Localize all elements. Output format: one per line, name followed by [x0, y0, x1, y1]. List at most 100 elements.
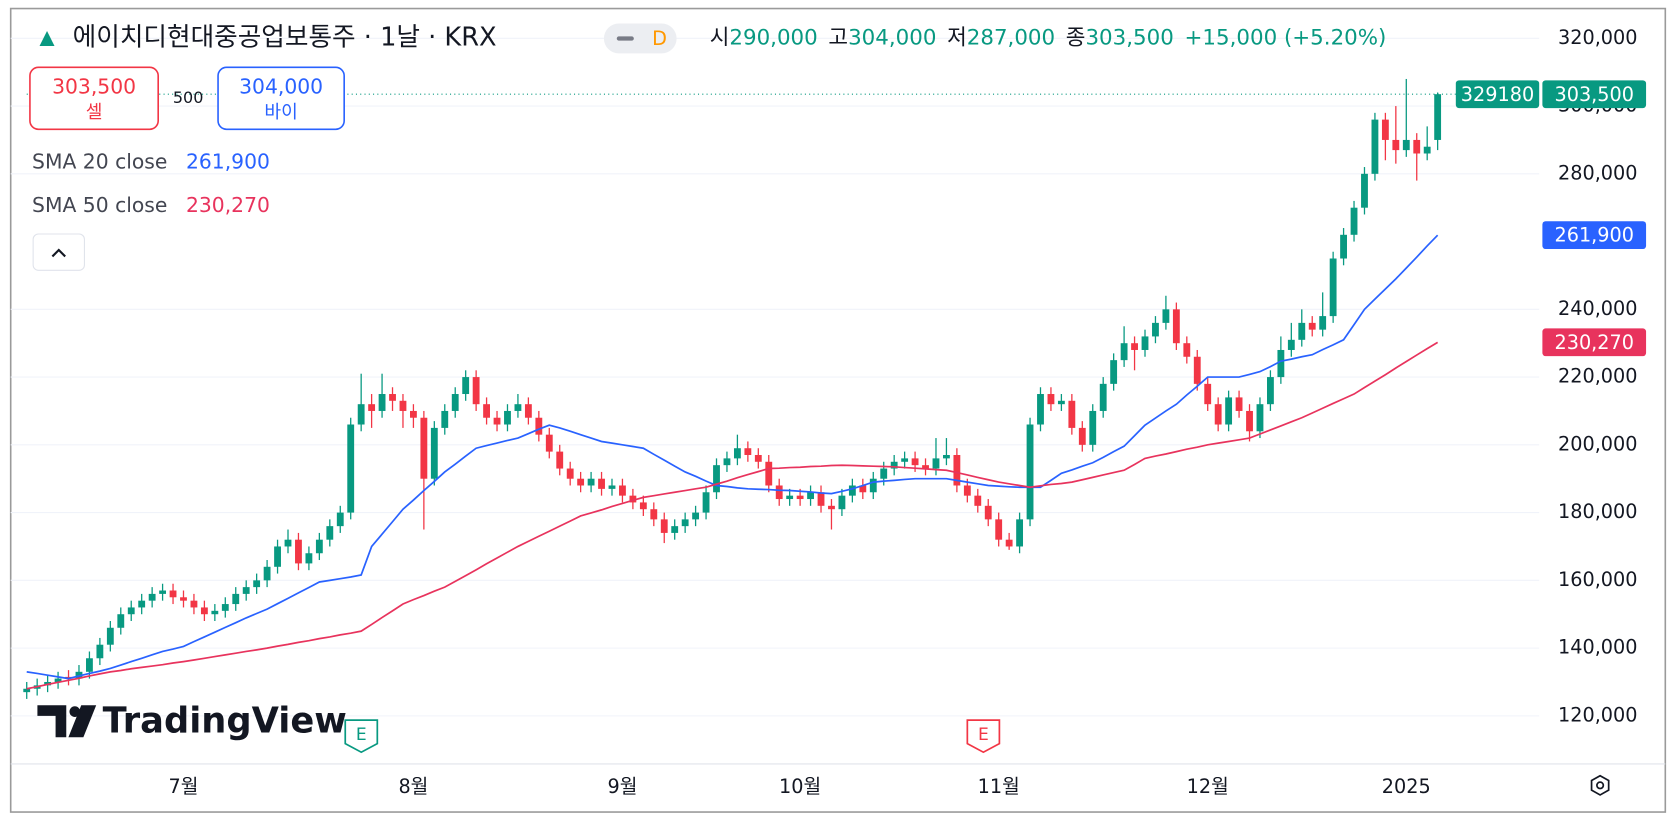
- candle-body: [880, 468, 888, 479]
- settings-icon[interactable]: [1590, 774, 1610, 796]
- candle-body: [1005, 539, 1013, 547]
- candle-body: [577, 478, 585, 486]
- candle-body: [284, 539, 292, 547]
- candle-body: [1120, 343, 1128, 361]
- candle-body: [639, 502, 647, 510]
- candle-body: [232, 593, 240, 605]
- candle-body: [1434, 94, 1442, 140]
- badge-dash: [616, 36, 634, 41]
- candle-body: [1350, 207, 1358, 235]
- logo-mark: [37, 705, 97, 738]
- candle-body: [1329, 258, 1337, 317]
- candle-body: [1016, 519, 1024, 547]
- candle-body: [890, 461, 898, 469]
- candle-body: [1183, 343, 1191, 357]
- candle-body: [1131, 343, 1138, 350]
- candle-body: [754, 454, 762, 462]
- candle-body: [681, 519, 689, 527]
- candle-body: [984, 505, 992, 520]
- candle-body: [96, 644, 104, 659]
- candle-body: [1047, 394, 1055, 405]
- y-tick-label: 140,000: [1558, 636, 1637, 659]
- candle-body: [1361, 173, 1368, 208]
- candle-body: [1423, 146, 1431, 154]
- plot-area: 120,000 140,000 160,000 180,000 200,000 220,0…: [10, 26, 1647, 798]
- candle-body: [566, 468, 574, 479]
- candle-body: [1214, 404, 1222, 425]
- candle-body: [859, 485, 867, 493]
- price-tag: [1542, 221, 1647, 250]
- collapse-button[interactable]: [32, 233, 85, 271]
- legend-name: SMA 20 close: [32, 149, 167, 173]
- candle-body: [796, 495, 804, 500]
- candle-body: [127, 607, 135, 615]
- y-tick-label: 240,000: [1558, 297, 1637, 320]
- candle-body: [1246, 410, 1253, 432]
- candle-body: [138, 600, 146, 608]
- earnings-label: E: [356, 725, 367, 745]
- ohlc-key: 종: [1066, 25, 1086, 50]
- candle-body: [1392, 139, 1400, 151]
- candle-body: [598, 478, 605, 489]
- ohlc-value: 290,000: [729, 25, 817, 50]
- candle-body: [504, 410, 511, 425]
- candle-body: [378, 394, 386, 411]
- price-tag-label: 303,500: [1554, 83, 1633, 106]
- sell-label: 셀: [86, 102, 103, 123]
- candle-body: [1026, 424, 1034, 520]
- candle-body: [901, 458, 909, 462]
- candle-body: [430, 427, 438, 479]
- candle-body: [1319, 316, 1327, 330]
- candle-body: [106, 627, 114, 645]
- buy-button[interactable]: [217, 66, 345, 131]
- x-tick-label: 11월: [978, 775, 1020, 798]
- candle-body: [1057, 400, 1065, 405]
- price-tag-label: 261,900: [1554, 224, 1633, 247]
- earnings-marker: [966, 719, 1001, 754]
- chart-title: 에이치디현대중공업보통주 · 1날 · KRX: [73, 22, 497, 52]
- candle-body: [263, 566, 271, 581]
- earnings-label: E: [978, 725, 989, 745]
- candle-body: [1256, 404, 1264, 432]
- candle-body: [514, 404, 522, 411]
- candle-body: [54, 678, 62, 682]
- candle-body: [765, 461, 773, 486]
- sma-line: [26, 341, 1439, 690]
- price-tag: [1542, 80, 1647, 109]
- candle-body: [1068, 400, 1076, 428]
- candle-body: [828, 505, 835, 510]
- legend-name: SMA 50 close: [32, 193, 167, 217]
- candle-body: [545, 434, 553, 452]
- badge[interactable]: [603, 23, 677, 54]
- candle-body: [1172, 309, 1180, 344]
- sell-button[interactable]: [29, 66, 159, 131]
- candle-body: [1340, 234, 1347, 259]
- chevron: [51, 248, 66, 258]
- y-tick-label: 200,000: [1558, 432, 1637, 455]
- candle-body: [974, 495, 982, 506]
- x-tick-label: 8월: [398, 775, 428, 798]
- logo-dot: [69, 706, 81, 717]
- candle-body: [368, 404, 376, 411]
- candle-body: [315, 539, 323, 554]
- candle-body: [180, 597, 187, 601]
- y-tick-label: 160,000: [1558, 568, 1637, 591]
- buy-price: 304,000: [239, 75, 323, 99]
- candle-body: [1204, 383, 1212, 405]
- candle-body: [159, 590, 167, 594]
- candle-body: [932, 458, 940, 469]
- y-tick-label: 280,000: [1558, 161, 1637, 184]
- candle-body: [347, 424, 355, 513]
- candle-body: [1381, 119, 1389, 140]
- ohlc-change: +15,000 (+5.20%): [1185, 25, 1387, 50]
- candle-body: [723, 458, 731, 466]
- candle-body: [848, 485, 856, 496]
- candle-body: [1371, 119, 1379, 174]
- candle-body: [817, 492, 825, 506]
- candle-body: [629, 495, 637, 503]
- candle-body: [1037, 394, 1044, 425]
- candle-body: [786, 495, 794, 500]
- candle-body: [953, 454, 961, 486]
- spread: 500: [173, 88, 204, 107]
